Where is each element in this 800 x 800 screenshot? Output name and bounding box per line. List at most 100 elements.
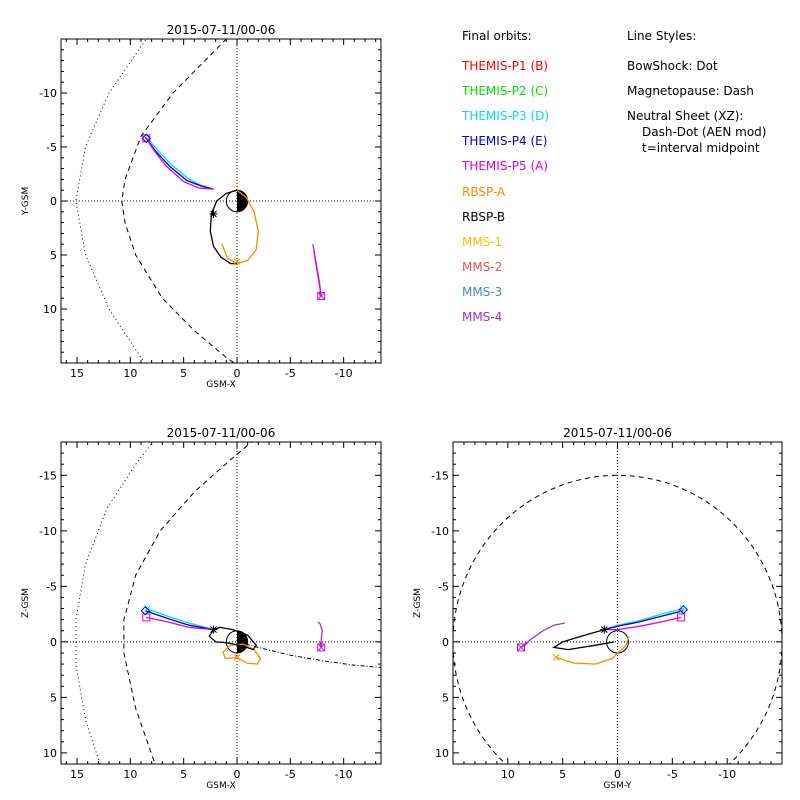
y-axis-label: Z-GSM (413, 588, 423, 618)
orbit-series-5 (317, 621, 323, 648)
plot-area-xy (61, 39, 381, 363)
y-tick-label: 0 (50, 636, 57, 649)
legend-item-rbsp-b: RBSP-B (462, 210, 505, 224)
legend-item-mms-2: MMS-2 (462, 260, 502, 274)
y-tick-label: -15 (39, 469, 57, 482)
orbit-series-1 (145, 610, 214, 631)
marker-x (517, 644, 525, 651)
plot-area-yz (453, 442, 782, 764)
y-tick-label: 0 (50, 195, 57, 208)
x-axis-label: GSM-X (206, 380, 235, 390)
plot-frame-xz (60, 441, 382, 765)
x-tick-label: 15 (70, 768, 84, 781)
legend-item-mms-1: MMS-1 (462, 235, 502, 249)
legend: Final orbits: THEMIS-P1 (B) THEMIS-P2 (C… (461, 29, 549, 324)
orbit-series-2 (146, 616, 214, 631)
orbit-series-4 (552, 628, 615, 651)
marker-star (209, 625, 218, 634)
orbit-series-0 (146, 137, 214, 190)
y-tick-label: -5 (46, 580, 57, 593)
y-tick-label: 5 (442, 691, 449, 704)
line-style-dashdot: Dash-Dot (AEN mod) (642, 125, 766, 139)
marker-x (317, 292, 325, 300)
orbit-series-2 (145, 138, 214, 190)
y-tick-label: 0 (442, 636, 449, 649)
x-tick-label: 10 (501, 768, 515, 781)
x-tick-label: -5 (667, 768, 678, 781)
line-style-magnetopause: Magnetopause: Dash (627, 84, 754, 98)
legend-item-themis-p3: THEMIS-P3 (D) (461, 109, 549, 123)
orbit-series-0 (147, 607, 214, 631)
orbit-series-6 (319, 641, 322, 648)
panel-xy: 2015-07-11/00-06 15 10 5 0 -5 -10 -10 -5 0 5 10 GSM-… (21, 23, 382, 390)
x-axis-label: GSM-X (206, 781, 235, 791)
marker-diamond (141, 133, 152, 144)
y-tick-label: 10 (43, 747, 57, 760)
magnetopause-line (121, 39, 236, 363)
y-tick-label: -10 (431, 525, 449, 538)
y-tick-label: -15 (431, 469, 449, 482)
line-style-neutral-sheet: Neutral Sheet (XZ): (627, 109, 743, 123)
legend-item-themis-p4: THEMIS-P4 (E) (461, 134, 547, 148)
magnetopause-line (123, 442, 253, 764)
bowshock-line (75, 39, 148, 363)
legend-item-themis-p5: THEMIS-P5 (A) (461, 159, 548, 173)
line-styles-title: Line Styles: (627, 29, 696, 43)
orbit-series-3 (555, 636, 630, 665)
y-tick-label: -5 (46, 141, 57, 154)
marker-x (679, 605, 687, 612)
x-tick-label: -10 (335, 768, 353, 781)
x-axis-label: GSM-Y (603, 781, 632, 791)
legend-item-mms-4: MMS-4 (462, 310, 502, 324)
x-tick-label: 10 (123, 768, 137, 781)
orbit-series-1 (144, 136, 214, 190)
y-axis-label: Y-GSM (21, 187, 31, 216)
x-tick-label: 0 (234, 768, 241, 781)
x-tick-label: -10 (718, 768, 736, 781)
marker-diamond (140, 606, 150, 616)
marker-x (233, 258, 241, 265)
legend-item-themis-p2: THEMIS-P2 (C) (461, 84, 548, 98)
x-tick-label: 5 (180, 768, 187, 781)
y-tick-label: -5 (438, 580, 449, 593)
legend-item-mms-3: MMS-3 (462, 285, 502, 299)
y-axis-label: Z-GSM (21, 588, 31, 618)
x-tick-label: -10 (335, 367, 353, 380)
earth-night-side (237, 190, 248, 212)
x-tick-label: 0 (234, 367, 241, 380)
marker-square (516, 643, 525, 652)
orbit-series-1 (604, 610, 684, 631)
orbit-series-0 (604, 607, 684, 631)
x-tick-label: 0 (614, 768, 621, 781)
orbit-series-4 (209, 189, 238, 265)
orbit-series-6 (313, 249, 322, 297)
chart-title-xz: 2015-07-11/00-06 (167, 426, 276, 440)
orbit-series-2 (604, 616, 682, 631)
x-tick-label: 5 (180, 367, 187, 380)
x-tick-label: -5 (285, 367, 296, 380)
orbit-series-5 (520, 622, 566, 648)
y-tick-label: 5 (50, 249, 57, 262)
y-tick-label: 10 (435, 747, 449, 760)
y-tick-label: 10 (43, 303, 57, 316)
chart-title-xy: 2015-07-11/00-06 (167, 23, 276, 37)
chart-title-yz: 2015-07-11/00-06 (563, 426, 672, 440)
x-tick-label: -5 (285, 768, 296, 781)
marker-x (552, 654, 560, 661)
marker-square (317, 643, 326, 652)
marker-diamond (678, 604, 689, 615)
y-tick-label: -10 (39, 525, 57, 538)
marker-x (233, 654, 241, 661)
plot-area-xz (61, 442, 381, 764)
legend-item-themis-p1: THEMIS-P1 (B) (461, 59, 548, 73)
line-styles: Line Styles: BowShock: Dot Magnetopause:… (627, 29, 766, 155)
legend-title: Final orbits: (462, 29, 532, 43)
marker-square (677, 613, 686, 622)
x-tick-label: 10 (123, 367, 137, 380)
panel-yz: 2015-07-11/00-06 10 5 0 -5 -10 -15 -10 -5 0 5 10 GSM… (413, 426, 783, 791)
marker-star (600, 625, 609, 634)
neutral-sheet-line (236, 641, 381, 668)
orbit-series-3 (222, 643, 262, 665)
x-tick-label: 5 (559, 768, 566, 781)
